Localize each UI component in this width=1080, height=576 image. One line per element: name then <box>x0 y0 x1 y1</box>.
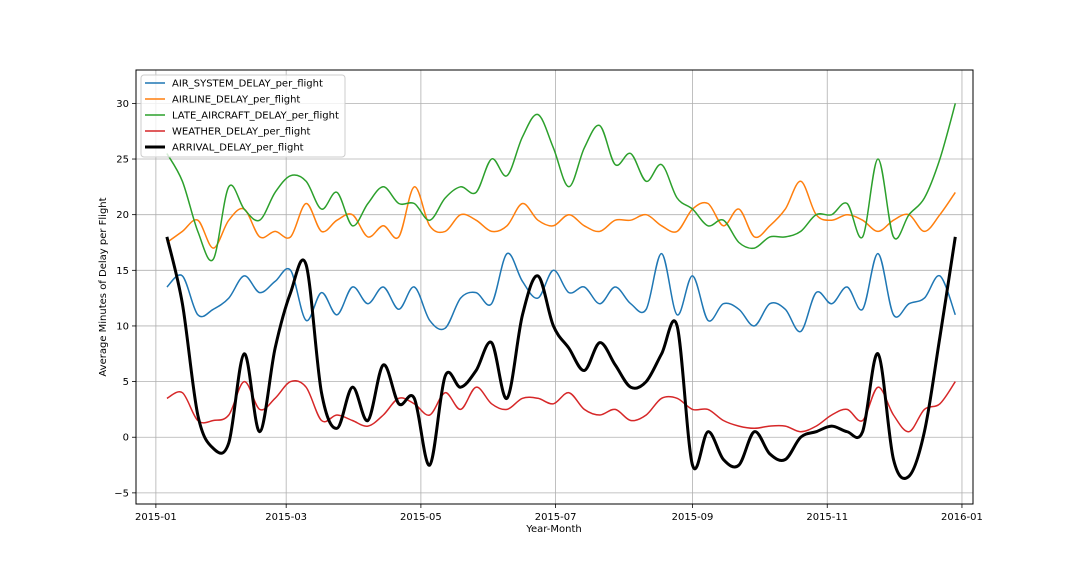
x-tick-label: 2015-03 <box>265 512 307 523</box>
legend-entry: ARRIVAL_DELAY_per_flight <box>172 143 304 154</box>
y-tick-label: 25 <box>116 155 129 166</box>
series-line-0 <box>166 252 957 333</box>
y-tick-label: 30 <box>116 99 129 110</box>
legend-entry: AIRLINE_DELAY_per_flight <box>172 95 300 106</box>
x-tick-label: 2015-11 <box>806 512 848 523</box>
legend-entry: LATE_AIRCRAFT_DELAY_per_flight <box>172 111 339 122</box>
series-line-3 <box>166 380 956 433</box>
series-line-2 <box>166 103 957 262</box>
legend: AIR_SYSTEM_DELAY_per_flight AIRLINE_DELAY… <box>140 74 346 158</box>
series-layer <box>165 103 957 480</box>
legend-entry: WEATHER_DELAY_per_flight <box>172 127 311 138</box>
x-axis-label: Year-Month <box>525 524 581 535</box>
y-tick-label: 5 <box>123 377 129 388</box>
y-tick-label: 10 <box>116 321 129 332</box>
y-tick-label: 20 <box>116 210 129 221</box>
x-tick-label: 2016-01 <box>941 512 983 523</box>
x-tick-label: 2015-01 <box>135 512 177 523</box>
y-axis: −5 0 5 10 15 20 25 30 <box>114 99 136 499</box>
x-tick-label: 2015-07 <box>535 512 577 523</box>
legend-entry: AIR_SYSTEM_DELAY_per_flight <box>172 79 323 90</box>
series-line-1 <box>166 180 956 249</box>
plot-frame <box>135 69 974 505</box>
y-axis-label: Average Minutes of Delay per Flight <box>98 197 109 376</box>
x-tick-label: 2015-05 <box>400 512 442 523</box>
series-line-4 <box>165 236 957 480</box>
legend-box <box>140 74 346 158</box>
y-tick-label: 15 <box>116 266 129 277</box>
y-tick-label: 0 <box>123 433 129 444</box>
y-tick-label: −5 <box>114 488 129 499</box>
x-axis: 2015-01 2015-03 2015-05 2015-07 2015-09 2015-… <box>135 504 983 523</box>
x-tick-label: 2015-09 <box>672 512 714 523</box>
